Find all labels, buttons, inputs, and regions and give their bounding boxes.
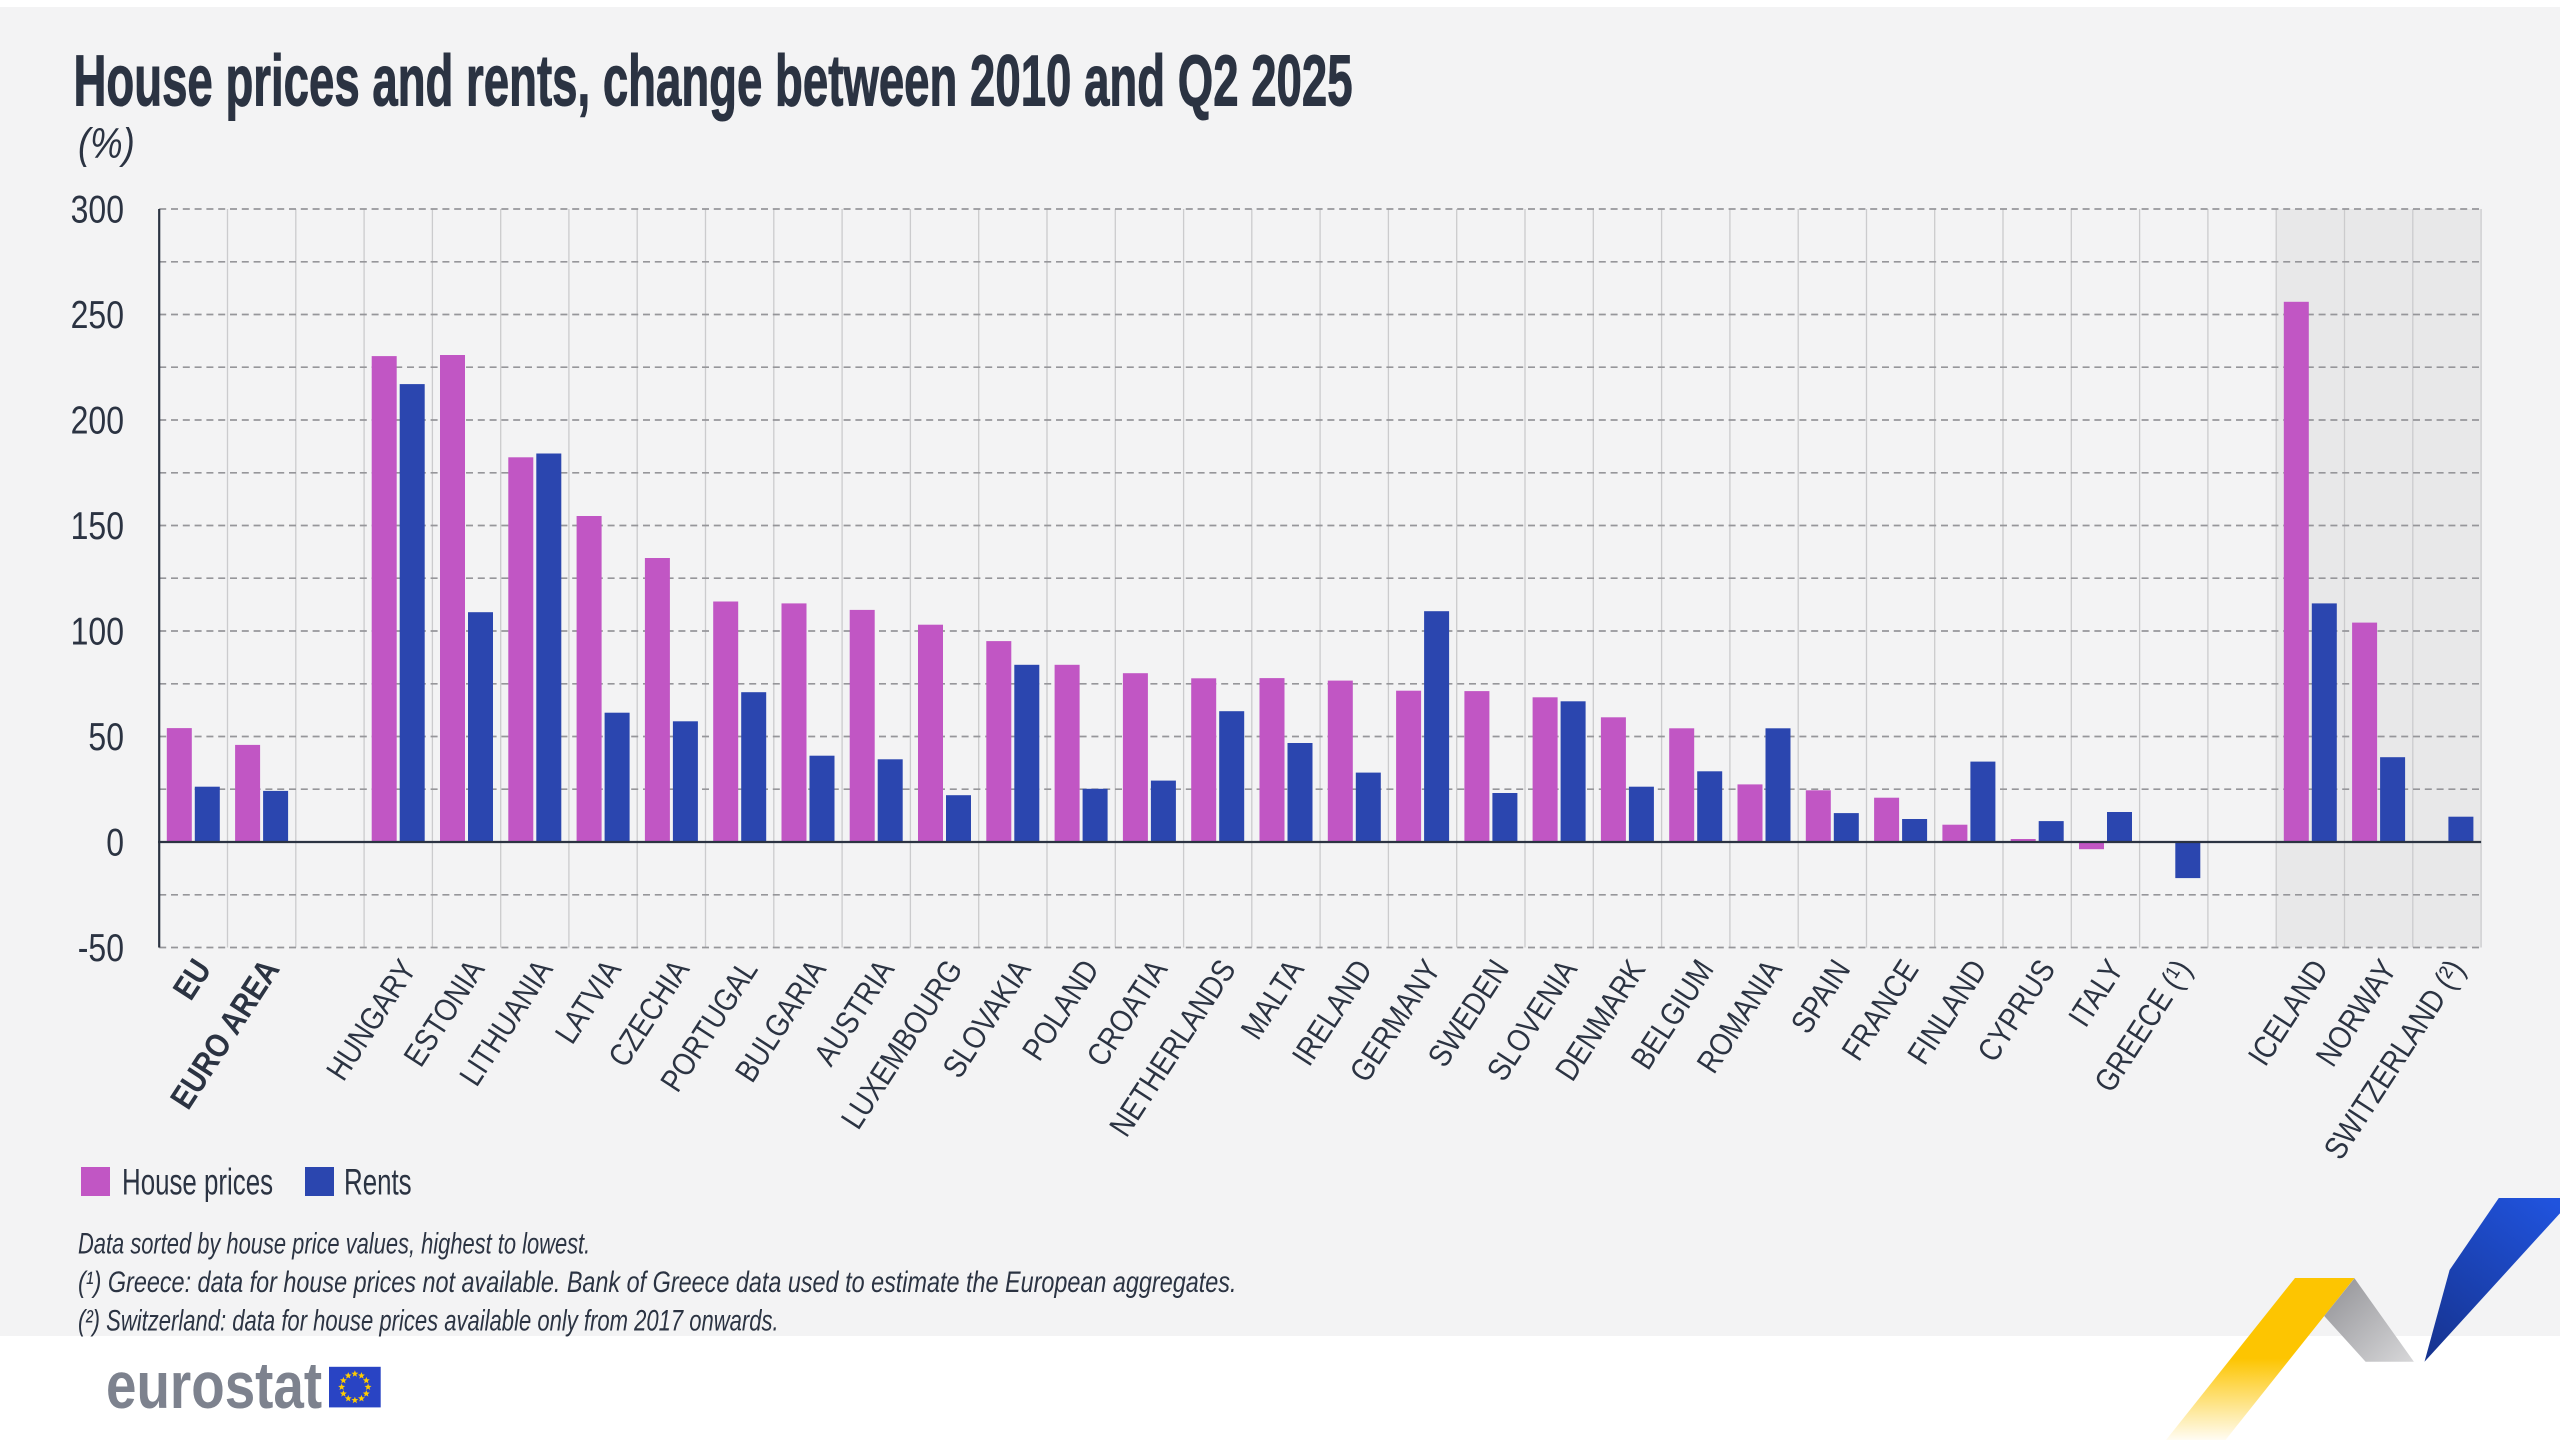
svg-text:eurostat: eurostat [106,1348,322,1422]
svg-text:100: 100 [71,610,124,654]
svg-text:House prices and rents, change: House prices and rents, change between 2… [74,40,1353,121]
svg-text:Rents: Rents [344,1161,412,1203]
svg-text:(¹) Greece: data for house pri: (¹) Greece: data for house prices not av… [78,1265,1236,1298]
svg-text:250: 250 [71,293,124,337]
svg-text:Data sorted by house price val: Data sorted by house price values, highe… [78,1226,590,1260]
svg-text:300: 300 [71,188,124,232]
svg-text:House prices: House prices [122,1161,273,1203]
svg-text:(²) Switzerland: data for hous: (²) Switzerland: data for house prices a… [78,1303,779,1337]
svg-text:0: 0 [106,821,124,865]
svg-text:150: 150 [71,504,124,548]
svg-text:(%): (%) [78,120,135,167]
svg-text:200: 200 [71,399,124,443]
svg-text:-50: -50 [78,926,124,970]
svg-text:50: 50 [88,715,124,759]
